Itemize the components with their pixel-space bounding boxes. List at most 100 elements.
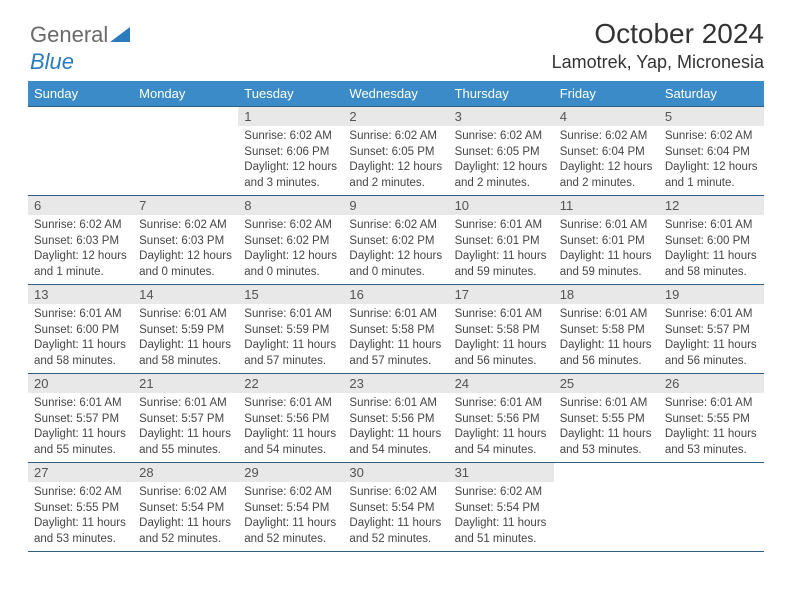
day-number: 27	[28, 463, 133, 482]
day-details: Sunrise: 6:01 AMSunset: 5:56 PMDaylight:…	[343, 393, 448, 462]
sunrise-text: Sunrise: 6:02 AM	[34, 486, 122, 498]
calendar-row: 27Sunrise: 6:02 AMSunset: 5:55 PMDayligh…	[28, 463, 764, 552]
calendar-cell: 13Sunrise: 6:01 AMSunset: 6:00 PMDayligh…	[28, 285, 133, 374]
day-details: Sunrise: 6:02 AMSunset: 6:05 PMDaylight:…	[449, 126, 554, 195]
calendar-row: 1Sunrise: 6:02 AMSunset: 6:06 PMDaylight…	[28, 107, 764, 196]
sunset-text: Sunset: 5:55 PM	[560, 413, 645, 425]
calendar-cell: 25Sunrise: 6:01 AMSunset: 5:55 PMDayligh…	[554, 374, 659, 463]
sunset-text: Sunset: 5:54 PM	[455, 502, 540, 514]
calendar-cell: 24Sunrise: 6:01 AMSunset: 5:56 PMDayligh…	[449, 374, 554, 463]
weekday-header: Saturday	[659, 81, 764, 107]
day-number: 18	[554, 285, 659, 304]
calendar-row: 6 Sunrise: 6:02 AM Sunset: 6:03 PM Daylight…	[28, 196, 764, 285]
day-details: Sunrise: 6:02 AMSunset: 6:05 PMDaylight:…	[343, 126, 448, 195]
day-details: Sunrise: 6:02 AMSunset: 6:02 PMDaylight:…	[238, 215, 343, 284]
day-number: 13	[28, 285, 133, 304]
day-number: 26	[659, 374, 764, 393]
day-details: Sunrise: 6:01 AM Sunset: 6:01 PM Daylight:…	[554, 215, 659, 284]
sunrise-text: Sunrise: 6:01 AM	[139, 397, 227, 409]
sunset-text: Sunset: 5:56 PM	[244, 413, 329, 425]
sunrise-text: Sunrise: 6:01 AM	[455, 219, 543, 231]
day-number: 30	[343, 463, 448, 482]
daylight-text: Daylight: 12 hours and 1 minute.	[665, 161, 758, 189]
sunrise-text: Sunrise: 6:01 AM	[34, 397, 122, 409]
sunset-text: Sunset: 6:01 PM	[560, 235, 645, 247]
day-details: Sunrise: 6:01 AMSunset: 5:56 PMDaylight:…	[238, 393, 343, 462]
calendar-cell: 20Sunrise: 6:01 AMSunset: 5:57 PMDayligh…	[28, 374, 133, 463]
calendar-cell: 9Sunrise: 6:02 AMSunset: 6:02 PMDaylight…	[343, 196, 448, 285]
day-number: 9	[343, 196, 448, 215]
weekday-header: Thursday	[449, 81, 554, 107]
calendar-cell: 23Sunrise: 6:01 AMSunset: 5:56 PMDayligh…	[343, 374, 448, 463]
sunset-text: Sunset: 5:57 PM	[139, 413, 224, 425]
day-details: Sunrise: 6:02 AMSunset: 5:55 PMDaylight:…	[28, 482, 133, 551]
logo-triangle-icon	[110, 23, 130, 49]
daylight-text: Daylight: 11 hours and 52 minutes.	[244, 517, 336, 545]
day-number: 10	[449, 196, 554, 215]
day-number: 17	[449, 285, 554, 304]
daylight-text: Daylight: 11 hours and 53 minutes.	[34, 517, 126, 545]
sunrise-text: Sunrise: 6:02 AM	[244, 486, 332, 498]
sunset-text: Sunset: 6:05 PM	[349, 146, 434, 158]
day-number: 22	[238, 374, 343, 393]
sunrise-text: Sunrise: 6:01 AM	[349, 397, 437, 409]
sunset-text: Sunset: 5:59 PM	[244, 324, 329, 336]
calendar-cell: 2Sunrise: 6:02 AMSunset: 6:05 PMDaylight…	[343, 107, 448, 196]
sunrise-text: Sunrise: 6:01 AM	[244, 308, 332, 320]
calendar-cell: 21 Sunrise: 6:01 AM Sunset: 5:57 PM Dayligh…	[133, 374, 238, 463]
day-number: 8	[238, 196, 343, 215]
sunrise-text: Sunrise: 6:02 AM	[349, 219, 437, 231]
calendar-cell: 15 Sunrise: 6:01 AM Sunset: 5:59 PM Dayligh…	[238, 285, 343, 374]
calendar-cell: 30Sunrise: 6:02 AMSunset: 5:54 PMDayligh…	[343, 463, 448, 552]
day-number: 15	[238, 285, 343, 304]
calendar-cell: 8Sunrise: 6:02 AMSunset: 6:02 PMDaylight…	[238, 196, 343, 285]
day-number: 2	[343, 107, 448, 126]
day-number: 4	[554, 107, 659, 126]
sunset-text: Sunset: 6:04 PM	[560, 146, 645, 158]
day-number: 6	[28, 196, 133, 215]
day-number: 20	[28, 374, 133, 393]
day-details: Sunrise: 6:02 AMSunset: 5:54 PMDaylight:…	[449, 482, 554, 551]
sunset-text: Sunset: 5:56 PM	[455, 413, 540, 425]
daylight-text: Daylight: 12 hours and 3 minutes.	[244, 161, 337, 189]
sunset-text: Sunset: 6:03 PM	[139, 235, 224, 247]
daylight-text: Daylight: 11 hours and 55 minutes.	[139, 428, 231, 456]
day-details: Sunrise: 6:02 AMSunset: 5:54 PMDaylight:…	[238, 482, 343, 551]
daylight-text: Daylight: 11 hours and 52 minutes.	[139, 517, 231, 545]
day-details: Sunrise: 6:01 AMSunset: 5:57 PMDaylight:…	[659, 304, 764, 373]
day-details: Sunrise: 6:01 AM Sunset: 5:59 PM Daylight:…	[238, 304, 343, 373]
sunrise-text: Sunrise: 6:01 AM	[665, 308, 753, 320]
daylight-text: Daylight: 11 hours and 59 minutes.	[560, 250, 652, 278]
sunrise-text: Sunrise: 6:02 AM	[139, 219, 227, 231]
daylight-text: Daylight: 11 hours and 57 minutes.	[349, 339, 441, 367]
sunset-text: Sunset: 5:57 PM	[34, 413, 119, 425]
page-title: October 2024	[28, 18, 764, 50]
daylight-text: Daylight: 11 hours and 57 minutes.	[244, 339, 336, 367]
calendar-cell: 16Sunrise: 6:01 AMSunset: 5:58 PMDayligh…	[343, 285, 448, 374]
day-number: 12	[659, 196, 764, 215]
sunset-text: Sunset: 6:00 PM	[665, 235, 750, 247]
logo: General Blue	[30, 22, 130, 75]
calendar-cell	[659, 463, 764, 552]
calendar-cell	[28, 107, 133, 196]
day-number: 21	[133, 374, 238, 393]
day-details: Sunrise: 6:01 AMSunset: 6:01 PMDaylight:…	[449, 215, 554, 284]
day-number: 25	[554, 374, 659, 393]
day-number: 1	[238, 107, 343, 126]
day-number: 5	[659, 107, 764, 126]
day-details: Sunrise: 6:02 AMSunset: 6:03 PMDaylight:…	[133, 215, 238, 284]
sunrise-text: Sunrise: 6:02 AM	[244, 219, 332, 231]
sunset-text: Sunset: 6:02 PM	[349, 235, 434, 247]
day-number: 28	[133, 463, 238, 482]
daylight-text: Daylight: 12 hours and 2 minutes.	[560, 161, 653, 189]
day-number: 29	[238, 463, 343, 482]
calendar-cell	[133, 107, 238, 196]
weekday-header: Friday	[554, 81, 659, 107]
calendar-cell: 14Sunrise: 6:01 AMSunset: 5:59 PMDayligh…	[133, 285, 238, 374]
sunrise-text: Sunrise: 6:01 AM	[455, 308, 543, 320]
day-number: 24	[449, 374, 554, 393]
sunset-text: Sunset: 6:05 PM	[455, 146, 540, 158]
sunrise-text: Sunrise: 6:01 AM	[139, 308, 227, 320]
day-details: Sunrise: 6:02 AMSunset: 6:06 PMDaylight:…	[238, 126, 343, 195]
sunrise-text: Sunrise: 6:01 AM	[560, 219, 648, 231]
